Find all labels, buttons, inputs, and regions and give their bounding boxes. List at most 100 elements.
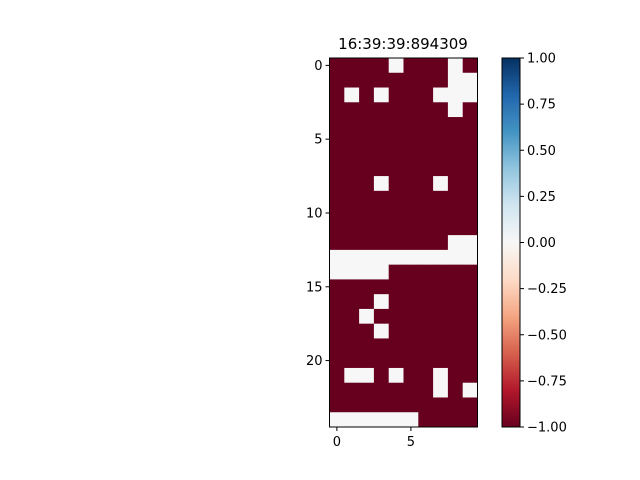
heatmap-cell bbox=[359, 146, 375, 162]
heatmap-cell bbox=[359, 190, 375, 206]
heatmap-cell bbox=[329, 146, 345, 162]
y-axis: 0 5 10 15 20 bbox=[306, 59, 330, 369]
heatmap-cell bbox=[329, 264, 345, 280]
heatmap-cell bbox=[329, 58, 345, 74]
heatmap-cell bbox=[388, 72, 404, 88]
heatmap-cell bbox=[433, 58, 449, 74]
heatmap-cell bbox=[433, 72, 449, 88]
heatmap-cells bbox=[329, 58, 478, 428]
heatmap-cell bbox=[418, 323, 434, 339]
heatmap-cell bbox=[388, 367, 404, 384]
heatmap-cell bbox=[403, 205, 419, 221]
heatmap-cell bbox=[447, 146, 464, 162]
heatmap-cell bbox=[329, 131, 345, 147]
heatmap-cell bbox=[344, 308, 360, 325]
heatmap-cell bbox=[388, 117, 404, 133]
heatmap-cell bbox=[388, 146, 404, 162]
heatmap-cell bbox=[447, 412, 464, 428]
heatmap-cell bbox=[418, 117, 434, 133]
heatmap-cell bbox=[329, 102, 345, 118]
heatmap-cell bbox=[373, 308, 390, 325]
heatmap-cell bbox=[403, 72, 419, 88]
heatmap-cell bbox=[344, 131, 360, 147]
heatmap-cell bbox=[418, 294, 434, 310]
heatmap-cell bbox=[462, 117, 478, 133]
heatmap-cell bbox=[359, 338, 375, 354]
heatmap-cell bbox=[403, 279, 419, 295]
heatmap-cell bbox=[433, 176, 449, 192]
heatmap-cell bbox=[418, 87, 434, 103]
heatmap-cell bbox=[403, 338, 419, 354]
heatmap-cell bbox=[373, 87, 390, 103]
y-tick-label: 10 bbox=[306, 206, 323, 221]
heatmap-cell bbox=[359, 397, 375, 413]
heatmap-cell bbox=[359, 161, 375, 177]
heatmap-cell bbox=[433, 131, 449, 147]
heatmap-cell bbox=[462, 249, 478, 266]
heatmap-cell bbox=[462, 161, 478, 177]
heatmap-cell bbox=[373, 58, 390, 74]
heatmap-cell bbox=[433, 190, 449, 206]
heatmap-cell bbox=[388, 249, 404, 266]
heatmap-cell bbox=[359, 323, 375, 339]
heatmap-cell bbox=[329, 161, 345, 177]
heatmap-cell bbox=[447, 205, 464, 221]
heatmap-cell bbox=[359, 117, 375, 133]
heatmap-cell bbox=[344, 58, 360, 74]
heatmap-cell bbox=[329, 205, 345, 221]
heatmap-cell bbox=[359, 279, 375, 295]
heatmap-cell bbox=[447, 235, 464, 251]
heatmap-cell bbox=[447, 58, 464, 74]
heatmap-cell bbox=[388, 397, 404, 413]
heatmap-cell bbox=[344, 190, 360, 206]
heatmap-cell bbox=[447, 264, 464, 280]
heatmap-cell bbox=[329, 367, 345, 384]
heatmap-cell bbox=[447, 72, 464, 88]
heatmap-cell bbox=[373, 249, 390, 266]
heatmap-cell bbox=[329, 72, 345, 88]
heatmap-cell bbox=[373, 161, 390, 177]
heatmap-cell bbox=[373, 294, 390, 310]
heatmap-cell bbox=[418, 131, 434, 147]
colorbar-tick-label: −0.25 bbox=[527, 282, 567, 297]
heatmap-cell bbox=[447, 353, 464, 369]
heatmap-cell bbox=[359, 412, 375, 428]
heatmap-cell bbox=[388, 353, 404, 369]
heatmap-cell bbox=[447, 102, 464, 118]
heatmap-cell bbox=[403, 131, 419, 147]
heatmap-cell bbox=[447, 176, 464, 192]
heatmap-cell bbox=[447, 131, 464, 147]
heatmap-cell bbox=[403, 367, 419, 384]
heatmap-cell bbox=[388, 161, 404, 177]
heatmap-cell bbox=[433, 220, 449, 236]
heatmap-cell bbox=[418, 279, 434, 295]
heatmap-cell bbox=[329, 397, 345, 413]
heatmap-cell bbox=[373, 382, 390, 398]
heatmap-cell bbox=[373, 264, 390, 280]
heatmap-cell bbox=[403, 323, 419, 339]
heatmap-cell bbox=[344, 294, 360, 310]
heatmap-cell bbox=[344, 353, 360, 369]
heatmap-cell bbox=[433, 279, 449, 295]
heatmap-cell bbox=[373, 205, 390, 221]
heatmap-cell bbox=[418, 264, 434, 280]
heatmap-cell bbox=[418, 190, 434, 206]
heatmap-cell bbox=[388, 264, 404, 280]
heatmap-cell bbox=[359, 308, 375, 325]
heatmap-cell bbox=[403, 294, 419, 310]
heatmap-cell bbox=[418, 58, 434, 74]
colorbar-tick-label: 0.00 bbox=[527, 236, 556, 251]
colorbar-axis: 1.00 0.75 0.50 0.25 0.00 −0.25 −0.50 −0.75 −1.00 bbox=[520, 52, 567, 436]
heatmap-cell bbox=[447, 397, 464, 413]
heatmap-cell bbox=[359, 87, 375, 103]
heatmap-cell bbox=[344, 176, 360, 192]
heatmap-cell bbox=[433, 412, 449, 428]
heatmap-cell bbox=[447, 323, 464, 339]
heatmap-cell bbox=[462, 367, 478, 384]
heatmap-cell bbox=[462, 412, 478, 428]
heatmap-cell bbox=[359, 220, 375, 236]
heatmap-cell bbox=[433, 161, 449, 177]
heatmap-cell bbox=[344, 249, 360, 266]
heatmap-cell bbox=[329, 338, 345, 354]
heatmap-cell bbox=[403, 58, 419, 74]
